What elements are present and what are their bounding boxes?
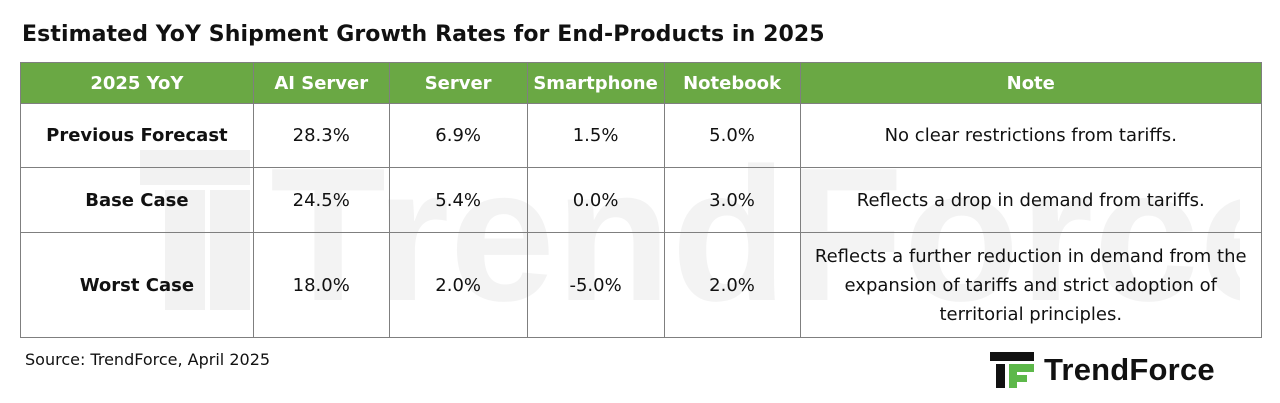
header-server: Server (388, 62, 528, 104)
growth-rates-table: 2025 YoY AI Server Server Smartphone Not… (20, 62, 1263, 338)
notebook-value: 3.0% (663, 167, 801, 233)
note-cell: Reflects a further reduction in demand f… (799, 232, 1263, 338)
ai-server-value: 18.0% (252, 232, 390, 338)
server-value: 2.0% (388, 232, 528, 338)
trendforce-logo-icon (990, 352, 1034, 388)
ai-server-value: 24.5% (252, 167, 390, 233)
header-row: 2025 YoY AI Server Server Smartphone Not… (20, 62, 1263, 104)
smartphone-value: -5.0% (526, 232, 665, 338)
note-line: expansion of tariffs and strict adoption… (844, 274, 1217, 296)
table-row: Previous Forecast 28.3% 6.9% 1.5% 5.0% N… (20, 103, 1263, 168)
row-label: Base Case (20, 167, 254, 233)
header-note: Note (799, 62, 1263, 104)
table-row: Worst Case 18.0% 2.0% -5.0% 2.0% Reflect… (20, 232, 1263, 338)
notebook-value: 2.0% (663, 232, 801, 338)
brand-name: TrendForce (1044, 352, 1215, 387)
server-value: 5.4% (388, 167, 528, 233)
note-line: Reflects a further reduction in demand f… (814, 245, 1247, 267)
server-value: 6.9% (388, 103, 528, 168)
table-title: Estimated YoY Shipment Growth Rates for … (22, 22, 825, 47)
row-label: Worst Case (20, 232, 254, 338)
note-cell: No clear restrictions from tariffs. (799, 103, 1263, 168)
header-smartphone: Smartphone (526, 62, 665, 104)
header-2025-yoy: 2025 YoY (20, 62, 254, 104)
trendforce-brand: TrendForce (990, 350, 1215, 390)
table-row: Base Case 24.5% 5.4% 0.0% 3.0% Reflects … (20, 167, 1263, 233)
ai-server-value: 28.3% (252, 103, 390, 168)
row-label: Previous Forecast (20, 103, 254, 168)
smartphone-value: 0.0% (526, 167, 665, 233)
header-notebook: Notebook (663, 62, 801, 104)
note-line: territorial principles. (939, 303, 1123, 325)
source-note: Source: TrendForce, April 2025 (25, 350, 271, 369)
notebook-value: 5.0% (663, 103, 801, 168)
header-ai-server: AI Server (252, 62, 390, 104)
note-cell: Reflects a drop in demand from tariffs. (799, 167, 1263, 233)
smartphone-value: 1.5% (526, 103, 665, 168)
